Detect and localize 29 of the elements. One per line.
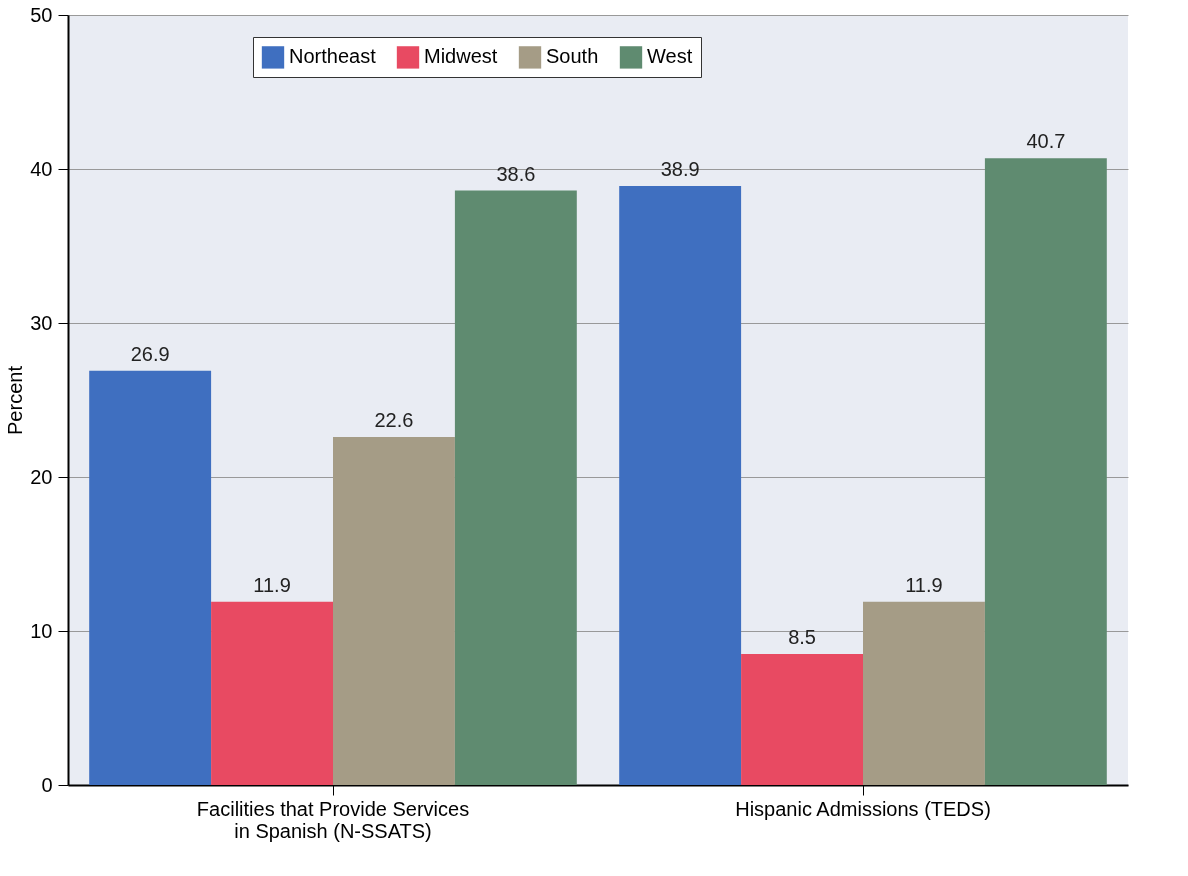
data-label: 26.9 [130, 342, 170, 365]
bar [863, 601, 985, 785]
data-label: 11.9 [905, 573, 943, 596]
data-label: 38.6 [496, 162, 536, 185]
data-label: 40.7 [1026, 130, 1066, 153]
x-tick-label: Hispanic Admissions (TEDS) [735, 797, 991, 820]
bar [89, 370, 212, 785]
bar [333, 436, 455, 785]
y-tick-label: 50 [30, 3, 53, 26]
legend-label: West [647, 45, 693, 68]
y-tick-label: 10 [30, 619, 53, 642]
y-axis-title: Percent [4, 365, 27, 435]
legend-label: Midwest [424, 45, 498, 68]
bar [619, 185, 742, 785]
data-label: 11.9 [253, 573, 291, 596]
legend-label: South [546, 45, 599, 68]
y-tick-label: 40 [30, 157, 53, 180]
y-tick-label: 20 [30, 465, 53, 488]
legend-label: Northeast [289, 45, 377, 68]
x-tick-label: Facilities that Provide Services in Spanish (N-SSATS) [196, 797, 470, 842]
data-label: 22.6 [374, 408, 414, 431]
y-tick-label: 30 [30, 311, 53, 334]
bar [741, 654, 863, 785]
y-tick-label: 0 [41, 773, 53, 796]
data-label: 38.9 [660, 157, 700, 180]
bar [454, 190, 577, 785]
bar [984, 158, 1107, 785]
data-label: 8.5 [788, 626, 816, 649]
bar [211, 601, 333, 785]
